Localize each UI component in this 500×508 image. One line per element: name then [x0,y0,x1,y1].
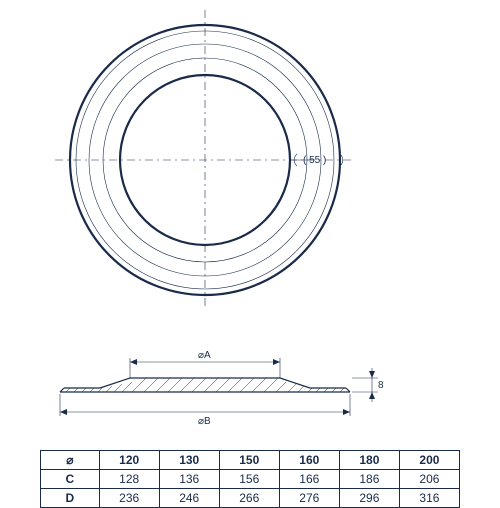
table-header-row: ⌀ 120 130 150 160 180 200 [41,451,460,470]
dim-8-label: 8 [378,380,384,391]
dim-A-label: ⌀A [198,350,211,361]
table-cell: D [41,489,100,508]
table-cell: 136 [159,470,219,489]
table-header: 150 [219,451,279,470]
table-header: 120 [99,451,159,470]
drawing-svg: ( 55 ) [0,0,500,500]
table-cell: 266 [219,489,279,508]
top-view: ( 55 ) [55,10,355,308]
dim-55: ( 55 ) [290,154,343,166]
table-row: D 236 246 266 276 296 316 [41,489,460,508]
table-header: ⌀ [41,451,100,470]
table-header: 180 [339,451,399,470]
table-cell: 316 [399,489,459,508]
table-cell: 156 [219,470,279,489]
dim-A: ⌀A [130,350,280,378]
table-cell: 128 [99,470,159,489]
drawing-wrap: ( 55 ) [0,0,500,500]
table-header: 160 [279,451,339,470]
table-cell: C [41,470,100,489]
side-view: ⌀A ⌀B 8 [60,350,384,427]
table-row: C 128 136 156 166 186 206 [41,470,460,489]
table-cell: 206 [399,470,459,489]
table-cell: 296 [339,489,399,508]
table-cell: 276 [279,489,339,508]
dim-B-label: ⌀B [198,416,211,427]
table-header: 130 [159,451,219,470]
dimension-table: ⌀ 120 130 150 160 180 200 C 128 136 156 … [40,450,460,508]
dim-8: 8 [352,368,384,402]
dim-55-label: ( 55 ) [303,155,326,166]
table-header: 200 [399,451,459,470]
table-cell: 186 [339,470,399,489]
dim-B: ⌀B [60,394,350,427]
table-cell: 246 [159,489,219,508]
table-cell: 236 [99,489,159,508]
table-cell: 166 [279,470,339,489]
